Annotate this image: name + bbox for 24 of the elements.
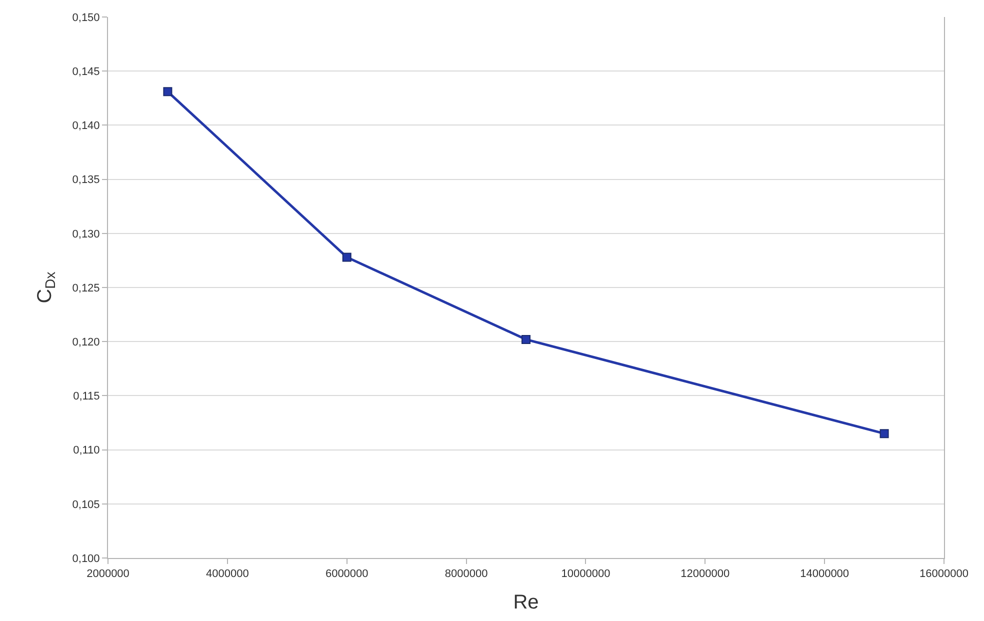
x-tick-label: 12000000 bbox=[680, 568, 730, 580]
y-tick-label: 0,145 bbox=[72, 66, 100, 78]
y-tick-label: 0,150 bbox=[72, 12, 100, 24]
y-tick-label: 0,125 bbox=[72, 282, 100, 294]
point bbox=[522, 334, 530, 344]
y-tick-label: 0,120 bbox=[72, 336, 100, 348]
x-tick-label: 6000000 bbox=[325, 568, 368, 580]
y-tick-label: 0,115 bbox=[73, 390, 100, 403]
x-tick-label: 10000000 bbox=[561, 568, 610, 580]
y-tick-label: 0,135 bbox=[72, 174, 100, 186]
y-tick-label: 0,105 bbox=[72, 498, 100, 511]
x-tick-label: 8000000 bbox=[444, 568, 488, 580]
x-tick-label: 4000000 bbox=[206, 568, 249, 580]
point bbox=[342, 252, 352, 262]
x-axis-title: Re bbox=[513, 592, 539, 614]
point bbox=[880, 429, 889, 438]
y-tick-label: 0,100 bbox=[72, 552, 100, 565]
x-tick-label: 14000000 bbox=[800, 568, 850, 580]
y-tick-label: 0,110 bbox=[73, 444, 100, 457]
y-tick-label: 0,140 bbox=[72, 120, 100, 132]
x-tick-label: 16000000 bbox=[920, 568, 968, 580]
y-tick-label: 0,130 bbox=[72, 228, 100, 240]
point bbox=[163, 87, 172, 96]
x-tick-label: 2000000 bbox=[86, 568, 130, 580]
